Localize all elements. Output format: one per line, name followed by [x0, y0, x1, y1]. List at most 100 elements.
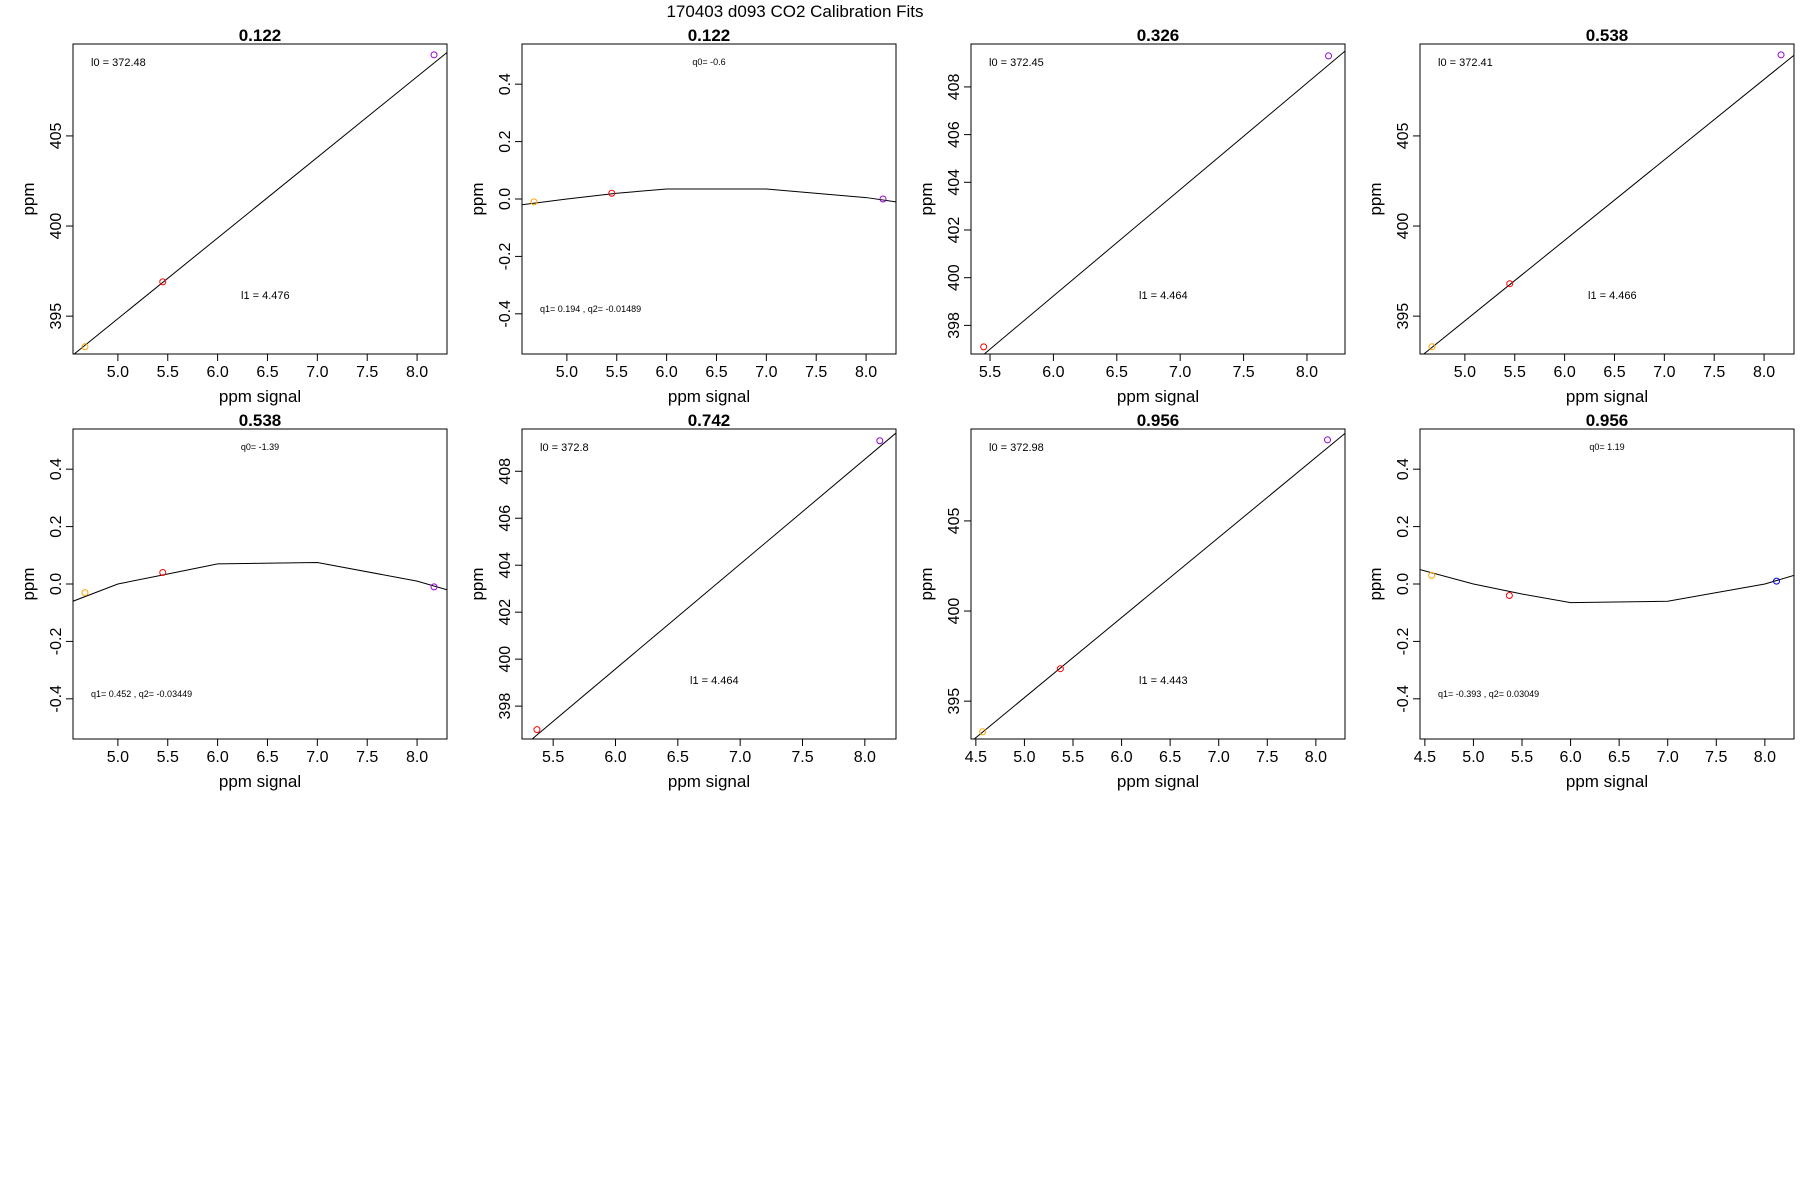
x-tick-label: 6.0: [206, 749, 228, 766]
y-axis-label: ppm: [468, 567, 487, 600]
y-tick-label: 406: [497, 505, 514, 532]
y-tick-label: 404: [497, 552, 514, 579]
y-tick-label: 400: [946, 598, 963, 625]
x-axis-label: ppm signal: [668, 772, 750, 791]
y-tick-label: -0.2: [48, 628, 65, 656]
panel-title: 0.538: [1586, 26, 1629, 45]
y-tick-label: 0.0: [48, 573, 65, 595]
x-axis-label: ppm signal: [219, 387, 301, 406]
data-point: [879, 195, 887, 203]
x-tick-label: 4.5: [965, 749, 987, 766]
fit-annotation: l1 = 4.476: [241, 290, 290, 302]
x-tick-label: 6.5: [705, 364, 727, 381]
y-tick-label: -0.4: [1395, 685, 1412, 713]
x-tick-label: 5.0: [1454, 364, 1476, 381]
y-tick-label: 0.4: [1395, 458, 1412, 480]
y-axis-label: ppm: [19, 567, 38, 600]
x-tick-label: 7.0: [729, 749, 751, 766]
data-point: [1505, 591, 1513, 599]
y-tick-label: 0.2: [497, 130, 514, 152]
data-point: [1773, 577, 1781, 585]
x-tick-label: 6.0: [604, 749, 626, 766]
data-point: [81, 589, 89, 597]
calibration-panel: 0.326 5.5 6.0 6.5 7.0 7.5 8.0 398 400 402 404 406 40…: [917, 26, 1346, 406]
y-tick-label: 398: [946, 312, 963, 339]
calibration-panel: 0.538 5.0 5.5 6.0 6.5 7.0 7.5 8.0 -0.4 -0.2 0.0 0.2…: [19, 411, 448, 791]
y-tick-label: 0.4: [497, 73, 514, 95]
fit-annotation: q1= -0.393 , q2= 0.03049: [1438, 689, 1539, 699]
x-tick-label: 5.5: [1511, 749, 1533, 766]
y-tick-label: 0.0: [1395, 573, 1412, 595]
fit-annotation: q1= 0.452 , q2= -0.03449: [91, 689, 192, 699]
x-axis-label: ppm signal: [1566, 387, 1648, 406]
x-tick-label: 5.5: [979, 364, 1001, 381]
data-point: [430, 51, 438, 59]
panel-title: 0.956: [1586, 411, 1629, 430]
y-tick-label: -0.4: [48, 685, 65, 713]
y-tick-label: -0.4: [497, 300, 514, 328]
y-tick-label: 395: [1395, 303, 1412, 330]
y-tick-label: 405: [946, 507, 963, 534]
y-axis-label: ppm: [468, 182, 487, 215]
x-tick-label: 7.0: [306, 364, 328, 381]
data-point: [430, 583, 438, 591]
x-tick-label: 7.5: [356, 749, 378, 766]
y-tick-label: 0.0: [497, 188, 514, 210]
figure-title: 170403 d093 CO2 Calibration Fits: [666, 2, 923, 21]
x-tick-label: 8.0: [1753, 364, 1775, 381]
fit-annotation: l0 = 372.48: [91, 57, 146, 69]
panel-title: 0.122: [688, 26, 731, 45]
data-point: [1325, 52, 1333, 60]
fit-annotation: l1 = 4.466: [1588, 290, 1637, 302]
x-tick-label: 8.0: [1305, 749, 1327, 766]
x-tick-label: 5.0: [107, 749, 129, 766]
x-tick-label: 6.5: [1159, 749, 1181, 766]
fit-line: [73, 52, 447, 354]
x-tick-label: 5.0: [556, 364, 578, 381]
x-tick-label: 7.0: [306, 749, 328, 766]
y-axis-label: ppm: [1366, 567, 1385, 600]
plot-frame: [1419, 43, 1795, 355]
panel-title: 0.956: [1137, 411, 1180, 430]
fit-annotation: q0= 1.19: [1589, 442, 1624, 452]
y-tick-label: 405: [48, 122, 65, 149]
x-tick-label: 5.0: [1462, 749, 1484, 766]
x-tick-label: 7.5: [1703, 364, 1725, 381]
x-tick-label: 5.5: [606, 364, 628, 381]
x-tick-label: 7.0: [1208, 749, 1230, 766]
y-axis-label: ppm: [1366, 182, 1385, 215]
x-tick-label: 7.5: [1256, 749, 1278, 766]
plot-frame: [521, 428, 897, 740]
x-tick-label: 7.5: [1705, 749, 1727, 766]
y-axis-label: ppm: [917, 567, 936, 600]
x-tick-label: 8.0: [406, 364, 428, 381]
data-point: [81, 343, 89, 351]
x-tick-label: 7.0: [1653, 364, 1675, 381]
data-point: [1428, 571, 1436, 579]
x-tick-label: 7.0: [1169, 364, 1191, 381]
fit-annotation: l1 = 4.443: [1139, 675, 1188, 687]
data-point: [1506, 280, 1514, 288]
panel-title: 0.538: [239, 411, 282, 430]
x-tick-label: 5.5: [1504, 364, 1526, 381]
y-tick-label: 400: [946, 264, 963, 291]
fit-line: [73, 561, 447, 602]
fit-annotation: l0 = 372.8: [540, 442, 589, 454]
y-tick-label: 398: [497, 693, 514, 720]
data-point: [979, 728, 987, 736]
fit-annotation: q1= 0.194 , q2= -0.01489: [540, 304, 641, 314]
fit-annotation: q0= -0.6: [692, 57, 725, 67]
fit-annotation: l1 = 4.464: [690, 675, 739, 687]
panel-grid: 0.122 5.0 5.5 6.0 6.5 7.0 7.5 8.0 395 400 405 ppm s…: [19, 26, 1795, 791]
plot-frame: [970, 428, 1346, 740]
y-tick-label: 0.2: [48, 515, 65, 537]
fit-annotation: l0 = 372.41: [1438, 57, 1493, 69]
calibration-panel: 0.122 5.0 5.5 6.0 6.5 7.0 7.5 8.0 -0.4 -0.2 0.0 0.2…: [468, 26, 897, 406]
calibration-panel: 0.956 4.5 5.0 5.5 6.0 6.5 7.0 7.5 8.0 395 400 405 pp…: [917, 411, 1346, 791]
data-point: [608, 189, 616, 197]
y-axis-label: ppm: [917, 182, 936, 215]
y-tick-label: 402: [946, 217, 963, 244]
fit-annotation: l0 = 372.98: [989, 442, 1044, 454]
x-tick-label: 4.5: [1414, 749, 1436, 766]
x-tick-label: 7.5: [1232, 364, 1254, 381]
